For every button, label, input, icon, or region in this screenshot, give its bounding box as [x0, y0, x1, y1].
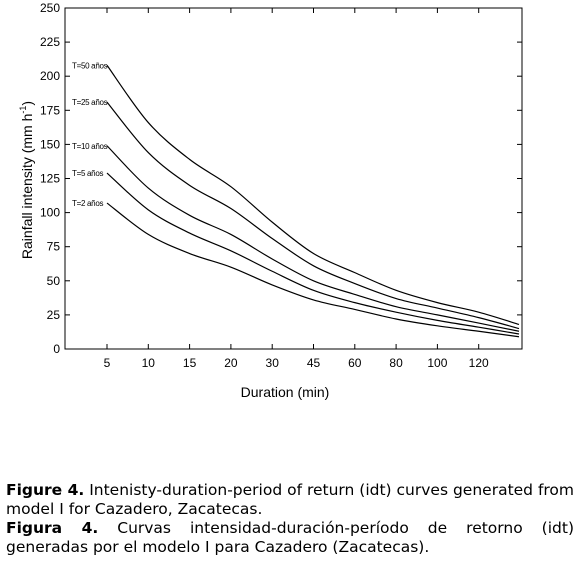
- series-line-2: [106, 101, 520, 330]
- x-axis-title: Duration (min): [241, 384, 330, 400]
- y-tick-label: 0: [53, 342, 60, 356]
- idf-chart: 0 25 50 75 100 125 150 175 200 225 250 5 10 15 20 30 45…: [18, 1, 523, 400]
- y-tick-label: 175: [40, 103, 60, 117]
- series-label-5: T=2 años: [72, 199, 103, 208]
- x-tick-label: 100: [427, 356, 447, 370]
- caption-english: Figure 4. Intenisty-duration-period of r…: [6, 481, 574, 519]
- y-tick-label: 150: [40, 137, 60, 151]
- y-tick-label: 75: [47, 240, 61, 254]
- y-axis-title-sup: -1: [18, 106, 28, 114]
- x-tick-label: 5: [104, 356, 111, 370]
- y-tick-label: 250: [40, 1, 60, 15]
- caption-spanish-text: Curvas intensidad-duración-período de re…: [6, 519, 574, 556]
- series-line-4: [106, 172, 520, 335]
- series-label-2: T=25 años: [72, 98, 108, 107]
- y-tick-label: 125: [40, 172, 60, 186]
- caption-english-label: Figure 4.: [6, 481, 85, 499]
- caption-spanish: Figura 4. Curvas intensidad-duración-per…: [6, 519, 574, 557]
- series-label-1: T=50 años: [72, 61, 108, 70]
- x-tick-label: 60: [348, 356, 362, 370]
- series-line-3: [106, 145, 520, 332]
- series-line-1: [106, 64, 520, 326]
- x-tick-label: 10: [142, 356, 156, 370]
- series-label-4: T=5 años: [72, 169, 103, 178]
- x-tick-label: 20: [224, 356, 238, 370]
- y-tick-label: 200: [40, 69, 60, 83]
- x-tick-label: 30: [266, 356, 280, 370]
- x-tick-label: 120: [469, 356, 489, 370]
- caption-english-text: Intenisty-duration-period of return (idt…: [6, 481, 575, 518]
- x-tick-label: 15: [183, 356, 197, 370]
- y-axis-title-main: Rainfall intensity (mm h: [19, 114, 35, 260]
- series-label-3: T=10 años: [72, 142, 108, 151]
- y-axis-title: Rainfall intensity (mm h-1): [18, 101, 35, 259]
- caption-spanish-label: Figura 4.: [6, 519, 99, 537]
- x-tick-label: 45: [307, 356, 321, 370]
- y-tick-label: 225: [40, 35, 60, 49]
- y-tick-label: 25: [47, 308, 61, 322]
- y-tick-label: 50: [47, 274, 61, 288]
- x-tick-label: 80: [389, 356, 403, 370]
- y-axis-title-end: ): [19, 101, 35, 106]
- plot-frame: [64, 7, 523, 350]
- y-tick-label: 100: [40, 206, 60, 220]
- series-line-5: [106, 202, 520, 338]
